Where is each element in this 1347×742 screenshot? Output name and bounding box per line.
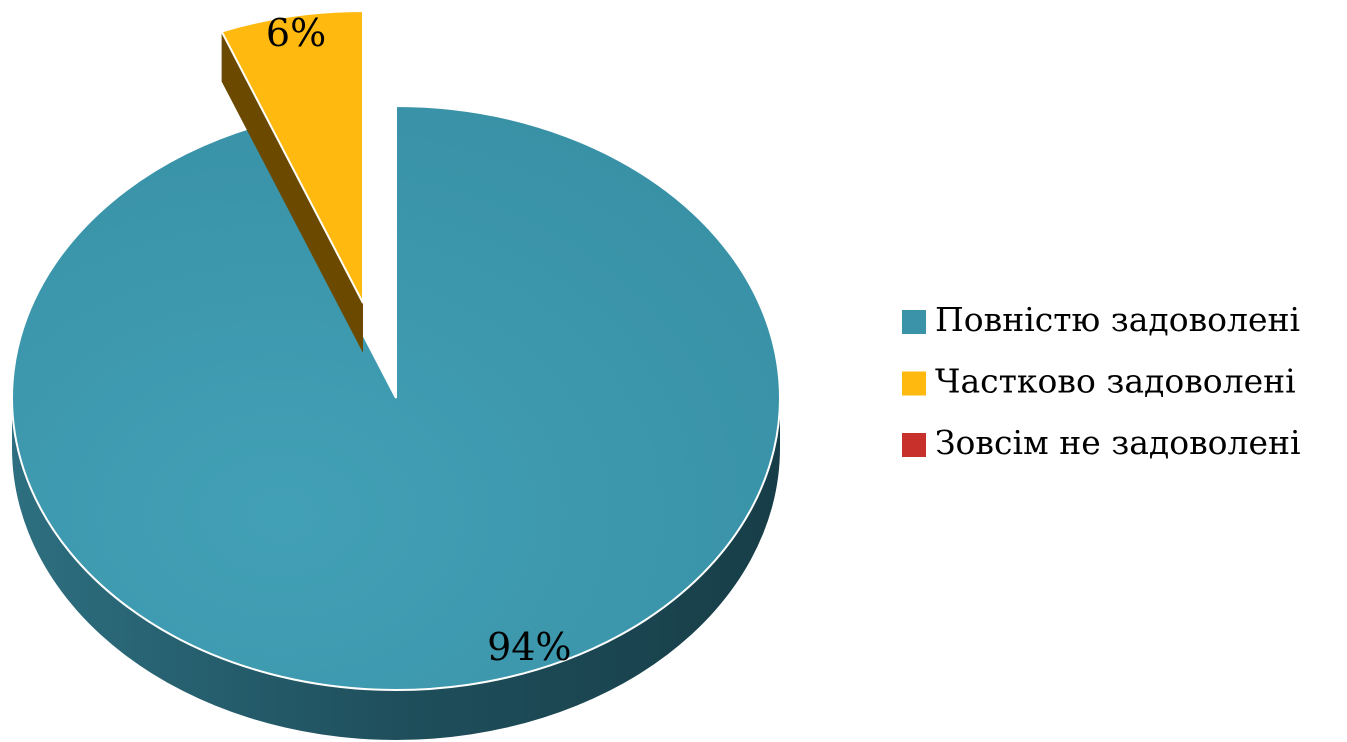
- slice: [220, 9, 364, 304]
- slice: [11, 104, 781, 691]
- legend-swatch: [902, 371, 926, 396]
- legend-swatch: [902, 310, 926, 334]
- data-label: 6%: [266, 11, 326, 55]
- legend: Повністю задоволені Частково задоволені Зо…: [902, 300, 1301, 462]
- legend-label: Повністю задоволені: [935, 300, 1300, 339]
- slice-side: [221, 31, 363, 353]
- data-label: 94%: [487, 625, 571, 669]
- slice-wall: [12, 398, 780, 740]
- legend-label: Зовсім не задоволені: [935, 423, 1301, 462]
- legend-label: Частково задоволені: [935, 362, 1296, 401]
- legend-swatch: [902, 433, 926, 457]
